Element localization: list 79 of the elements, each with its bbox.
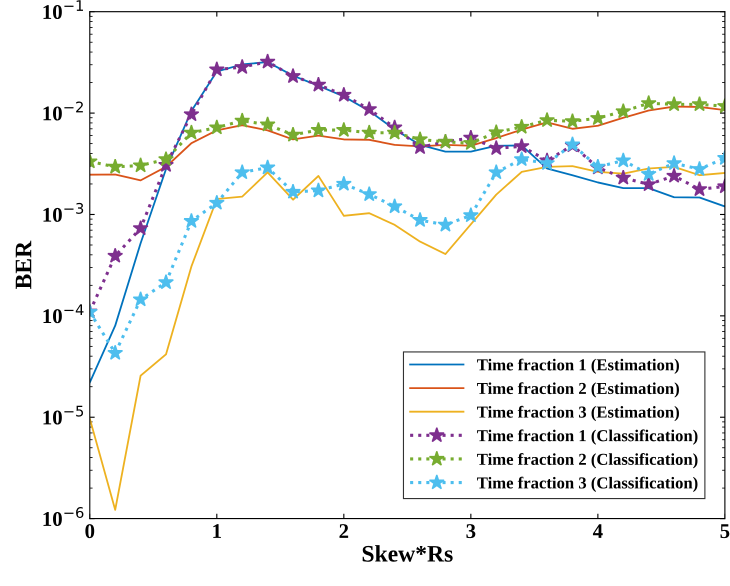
point [310,122,326,137]
point [539,112,556,128]
point [386,198,403,214]
x-tick-label: 2 [339,524,348,538]
point [514,150,530,166]
point [539,154,556,170]
y-tick-label: 10$^{−3}$ [43,202,84,222]
point [336,176,352,191]
point [437,216,454,232]
point [615,152,632,168]
point [285,68,301,84]
x-tick-label: 3 [466,524,476,538]
point [310,182,326,198]
x-tick-label: 0 [85,524,94,538]
point [260,53,276,69]
point [260,159,276,174]
point [564,112,580,128]
point [158,150,174,166]
point [590,110,606,126]
point [640,166,657,182]
y-axis-title: BER [16,240,32,290]
point [514,118,530,134]
point [132,220,149,236]
point [183,106,200,122]
legend-label: Time fraction 3 (Classification) [477,476,698,492]
point [336,86,352,102]
point [361,186,378,202]
legend-label: Time fraction 2 (Classification) [477,453,698,468]
point [640,176,657,192]
point [208,61,225,76]
point [488,164,504,180]
point [183,212,200,228]
y-tick-label: 10$^{−2}$ [43,102,83,121]
y-tick-label: 10$^{−6}$ [43,507,84,526]
point [234,58,250,74]
point [107,248,124,263]
point [615,103,632,118]
x-axis-title: Skew*Rs [362,545,453,562]
point [107,158,124,174]
point [208,194,225,210]
point [488,124,504,140]
point [361,124,378,140]
legend-label: Time fraction 1 (Estimation) [477,358,679,374]
point [412,212,428,227]
point [310,76,326,92]
point [640,94,657,110]
x-tick-label: 1 [213,524,221,538]
point [260,116,276,132]
y-tick-label: 10$^{−4}$ [43,304,84,324]
point [361,100,378,116]
point [234,164,250,180]
y-tick-label: 10$^{−1}$ [43,0,83,20]
point [462,134,479,150]
x-tick-label: 4 [592,524,603,538]
point [514,138,530,154]
point [666,96,682,112]
legend-label: Time fraction 3 (Estimation) [477,406,679,422]
point [615,169,632,185]
point [692,96,708,112]
point [285,184,301,199]
point [462,207,479,222]
y-tick-label: 10$^{−5}$ [43,406,84,425]
point [234,112,250,128]
point [285,126,301,142]
point [336,122,352,137]
point [107,344,124,360]
point [132,291,149,306]
point [666,168,682,183]
point [412,131,428,146]
legend-label: Time fraction 1 (Classification) [477,429,698,445]
point [158,274,174,290]
point [692,181,708,196]
legend-label: Time fraction 2 (Estimation) [477,382,679,398]
point [488,140,504,156]
point [666,154,682,170]
point [692,160,708,176]
point [183,124,200,140]
point [386,124,403,140]
x-tick-label: 5 [720,524,730,538]
